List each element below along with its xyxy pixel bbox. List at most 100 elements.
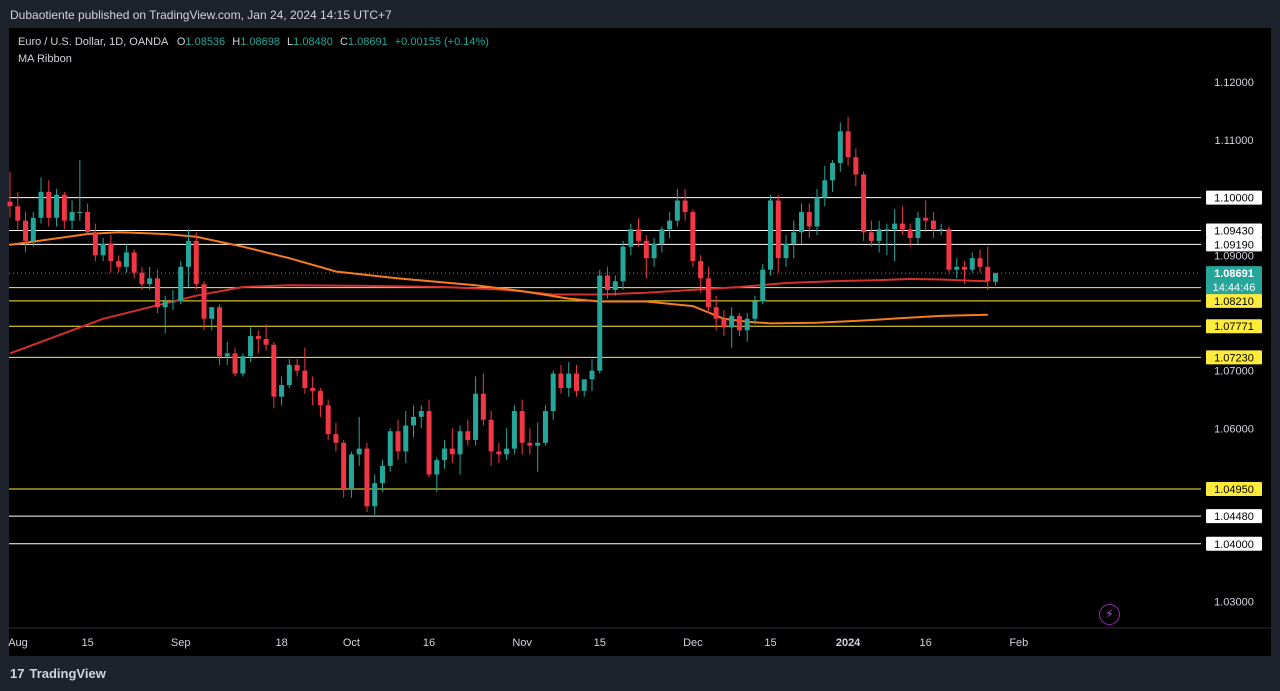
x-tick-label: Feb: [1009, 637, 1028, 649]
candle-body: [108, 243, 114, 262]
candle-body: [535, 442, 541, 446]
symbol-name[interactable]: Euro / U.S. Dollar, 1D, OANDA: [18, 36, 168, 48]
candle-body: [504, 448, 510, 455]
candle-body: [209, 307, 215, 319]
candle-body: [255, 336, 261, 339]
candle-body: [30, 217, 36, 241]
candle-body: [457, 431, 463, 455]
candle-body: [403, 425, 409, 452]
candle-body: [566, 373, 572, 388]
candle-body: [892, 223, 898, 230]
price-level-tag-label: 1.07230: [1214, 352, 1254, 364]
candle-body: [930, 220, 936, 230]
candle-body: [426, 411, 432, 475]
x-tick-label: 16: [920, 637, 932, 649]
x-tick-label: 15: [81, 637, 93, 649]
candle-body: [721, 318, 727, 328]
candle-body: [147, 278, 153, 285]
candle-body: [154, 278, 160, 308]
candle-body: [775, 200, 781, 259]
candle-body: [690, 212, 696, 262]
candle-body: [302, 370, 308, 388]
candle-body: [54, 194, 60, 218]
candle-body: [876, 229, 882, 241]
price-level-tag: [1206, 509, 1262, 524]
candle-body: [954, 266, 960, 270]
lightning-icon[interactable]: ⚡: [1099, 604, 1120, 625]
candle-body: [729, 315, 735, 328]
candle-body: [279, 385, 285, 397]
price-level-tag-label: 1.07771: [1214, 321, 1254, 333]
candle-body: [77, 212, 83, 214]
ma-fast-line: [9, 231, 988, 325]
candle-body: [713, 307, 719, 319]
x-tick-label: 2024: [836, 637, 861, 649]
candle-body: [434, 460, 440, 475]
candle-body: [605, 275, 611, 290]
candle-body: [263, 338, 269, 345]
candle-body: [853, 157, 859, 175]
candle-body: [372, 483, 378, 507]
candle-body: [178, 266, 184, 302]
high-value: 1.08698: [240, 36, 280, 48]
candle-body: [379, 465, 385, 484]
candle-body: [224, 353, 230, 357]
candle-body: [7, 201, 13, 207]
publish-line: Dubaotiente published on TradingView.com…: [10, 8, 392, 22]
candle-body: [496, 451, 502, 455]
x-tick-label: 15: [764, 637, 776, 649]
high-label: H: [232, 36, 241, 48]
candle-body: [131, 252, 137, 273]
candle-body: [85, 212, 91, 233]
candle-body: [193, 240, 199, 285]
footer-bar: [0, 656, 1280, 691]
price-level-tag-label: 1.09190: [1214, 239, 1254, 251]
candle-body: [232, 353, 238, 374]
candle-body: [946, 229, 952, 270]
candle-body: [92, 232, 98, 256]
y-tick-label: 1.12000: [1214, 77, 1254, 89]
candle-body: [310, 388, 316, 391]
price-level-tag-label: 1.04480: [1214, 511, 1254, 523]
candle-body: [240, 356, 246, 374]
candle-body: [333, 434, 339, 443]
candle-body: [845, 131, 851, 158]
candle-body: [116, 261, 122, 267]
candle-body: [830, 163, 836, 181]
candle-body: [783, 243, 789, 259]
indicator-legend[interactable]: MA Ribbon: [18, 53, 72, 65]
x-tick-label: 18: [275, 637, 287, 649]
candle-body: [791, 232, 797, 244]
candle-body: [961, 266, 967, 270]
candle-body: [348, 454, 354, 489]
candle-body: [123, 252, 129, 267]
candle-body: [736, 315, 742, 331]
candle-body: [550, 373, 556, 412]
price-level-tag-label: 1.09430: [1214, 226, 1254, 238]
candle-body: [170, 301, 176, 303]
close-label: C: [339, 36, 348, 48]
candle-body: [651, 243, 657, 259]
candle-body: [511, 411, 517, 449]
candle-body: [581, 379, 587, 391]
candle-body: [985, 266, 991, 282]
candle-body: [814, 197, 820, 227]
close-value: 1.08691: [347, 36, 388, 48]
price-level-tag-label: 1.04950: [1214, 484, 1254, 496]
x-tick-label: Nov: [512, 637, 532, 649]
candle-body: [923, 217, 929, 221]
candle-body: [643, 240, 649, 259]
candle-body: [667, 220, 673, 230]
candle-body: [356, 448, 362, 455]
symbol-legend: Euro / U.S. Dollar, 1D, OANDA O1.08536 H…: [18, 36, 489, 48]
candle-body: [868, 232, 874, 241]
tradingview-logo[interactable]: 17 TradingView: [10, 666, 106, 681]
open-value: 1.08536: [185, 36, 226, 48]
candle-body: [449, 448, 455, 455]
candle-body: [46, 191, 52, 218]
candle-body: [61, 194, 67, 221]
change-value: +0.00155 (+0.14%): [394, 36, 489, 48]
candle-body: [884, 229, 890, 231]
x-tick-label: 15: [594, 637, 606, 649]
